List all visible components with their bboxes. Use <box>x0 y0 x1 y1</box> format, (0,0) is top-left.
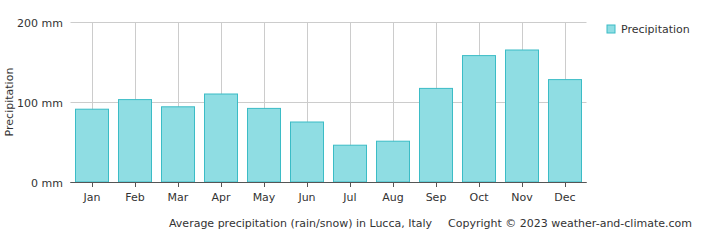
tick-label: 100 mm <box>17 97 63 110</box>
tick-label: Feb <box>125 191 144 204</box>
legend-label: Precipitation <box>621 23 690 36</box>
bar <box>463 56 496 182</box>
bar <box>205 94 238 182</box>
tick <box>565 182 566 187</box>
tick <box>307 182 308 187</box>
tick <box>221 182 222 187</box>
tick-label: Oct <box>469 191 489 204</box>
title: Average precipitation (rain/snow) in Luc… <box>169 217 433 230</box>
bar <box>291 122 324 182</box>
bar <box>162 107 195 182</box>
grid-line <box>71 22 587 23</box>
tick <box>393 182 394 187</box>
bar <box>334 145 367 182</box>
subtitle: Copyright © 2023 weather-and-climate.com <box>448 217 692 230</box>
tick-label: May <box>253 191 276 204</box>
bars <box>76 50 582 182</box>
tick <box>522 182 523 187</box>
bar <box>76 109 109 182</box>
tick <box>178 182 179 187</box>
tick-label: Jun <box>297 191 315 204</box>
tick-label: 200 mm <box>17 17 63 30</box>
grid-line <box>71 182 587 183</box>
footer: Average precipitation (rain/snow) in Luc… <box>169 217 692 230</box>
x-axis <box>71 182 587 183</box>
bar <box>119 100 152 182</box>
tick-label: Jul <box>342 191 356 204</box>
axis-label: Precipitation <box>3 68 16 137</box>
tick-label: Mar <box>168 191 189 204</box>
tick <box>135 182 136 187</box>
bar <box>549 80 582 182</box>
tick <box>264 182 265 187</box>
legend-swatch <box>607 25 615 33</box>
bar <box>506 50 539 182</box>
tick-label: Apr <box>211 191 231 204</box>
bar <box>377 141 410 182</box>
tick-label: Dec <box>554 191 575 204</box>
tick-label: Jan <box>83 191 101 204</box>
tick-label: Nov <box>511 191 533 204</box>
tick <box>92 182 93 187</box>
tick <box>436 182 437 187</box>
tick <box>350 182 351 187</box>
tick <box>479 182 480 187</box>
chart: 0 mm 100 mm 200 mm Jan Feb Mar Apr May Jun Jul Aug… <box>0 0 702 232</box>
tick-label: 0 mm <box>31 177 63 190</box>
bar <box>248 108 281 182</box>
tick-label: Sep <box>426 191 447 204</box>
bar <box>420 88 453 182</box>
tick-label: Aug <box>382 191 403 204</box>
